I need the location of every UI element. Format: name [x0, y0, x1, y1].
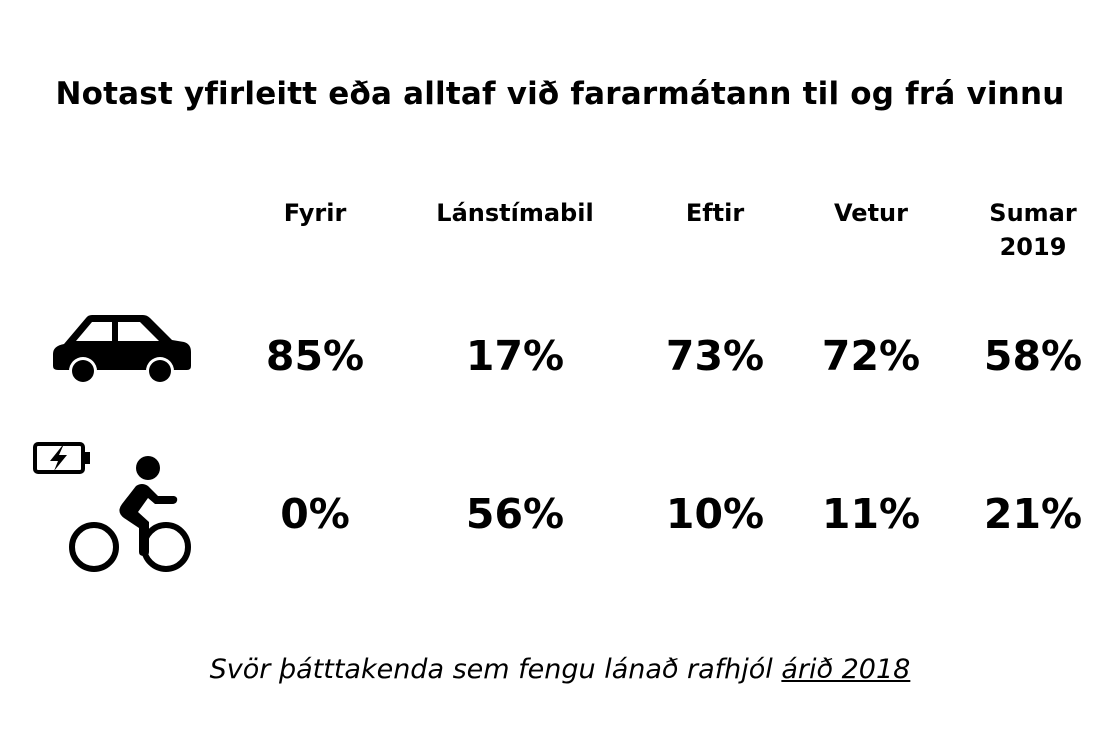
value-ebike-sumar-2019: 21%	[983, 490, 1083, 538]
battery-charging-icon	[33, 442, 90, 474]
value-car-fyrir: 85%	[265, 332, 365, 380]
footnote-year: árið 2018	[781, 654, 911, 685]
footnote-text: Svör þátttakenda sem fengu lánað rafhjól	[209, 654, 782, 685]
column-header-fyrir: Fyrir	[283, 199, 347, 227]
column-header-eftir: Eftir	[685, 199, 745, 227]
value-ebike-vetur: 11%	[821, 490, 921, 538]
value-car-vetur: 72%	[821, 332, 921, 380]
column-header-vetur: Vetur	[834, 199, 908, 227]
footnote: Svör þátttakenda sem fengu lánað rafhjól…	[0, 654, 1120, 685]
value-car-sumar-2019: 58%	[983, 332, 1083, 380]
ebike-cyclist-icon	[69, 456, 191, 572]
value-car-eftir: 73%	[665, 332, 765, 380]
car-icon	[53, 315, 191, 385]
column-header-sumar-2019: Sumar 2019	[989, 199, 1077, 261]
value-ebike-eftir: 10%	[665, 490, 765, 538]
value-ebike-fyrir: 0%	[280, 490, 350, 538]
chart-title: Notast yfirleitt eða alltaf við fararmát…	[55, 76, 1065, 112]
value-ebike-lanstimabil: 56%	[465, 490, 565, 538]
value-car-lanstimabil: 17%	[465, 332, 565, 380]
column-header-lanstimabil: Lánstímabil	[436, 199, 594, 227]
